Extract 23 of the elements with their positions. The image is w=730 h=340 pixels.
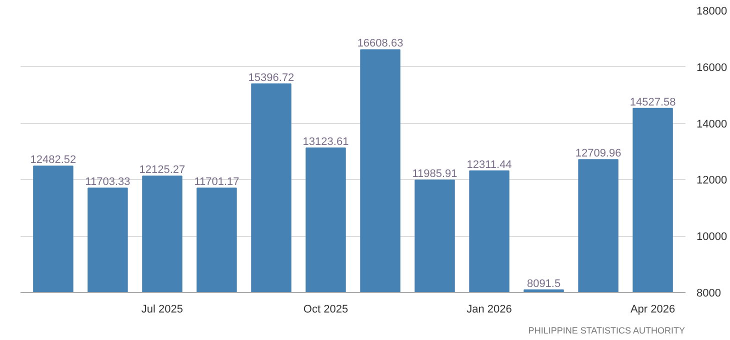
data-label: 12709.96 — [575, 148, 622, 160]
data-label: 11985.91 — [412, 168, 458, 180]
y-tick-label: 8000 — [696, 288, 721, 300]
y-tick-label: 16000 — [696, 62, 728, 74]
y-tick-label: 18000 — [696, 6, 728, 18]
text: PHILIPPINE STATISTICS AUTHORITY — [528, 326, 686, 336]
x-tick-label: Apr 2026 — [630, 304, 676, 316]
data-label: 12125.27 — [139, 164, 186, 176]
y-tick-label: 14000 — [696, 118, 728, 130]
data-label: 11701.17 — [194, 176, 240, 188]
data-label: 8091.5 — [526, 278, 561, 290]
data-label: 14527.58 — [630, 96, 676, 108]
data-label: 13123.61 — [302, 136, 349, 148]
data-label: 11703.33 — [85, 176, 130, 188]
x-tick-label: Jan 2026 — [466, 304, 512, 316]
data-label: 16608.63 — [357, 38, 404, 50]
x-tick-label: Oct 2025 — [303, 304, 348, 316]
data-label: 12311.44 — [466, 158, 512, 171]
y-tick-label: 10000 — [696, 231, 728, 244]
y-tick-label: 12000 — [696, 174, 728, 187]
data-label: 15396.72 — [248, 72, 294, 84]
x-tick-label: Jul 2025 — [141, 304, 184, 316]
data-label: 12482.52 — [30, 154, 76, 166]
